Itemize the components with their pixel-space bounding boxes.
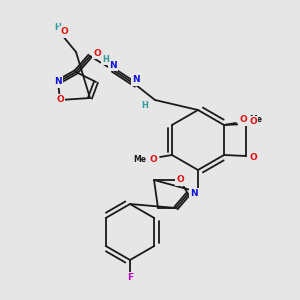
- Text: H: H: [55, 23, 62, 32]
- Text: N: N: [190, 190, 198, 199]
- Text: H: H: [142, 101, 148, 110]
- Text: N: N: [54, 77, 62, 86]
- Text: O: O: [56, 95, 64, 104]
- Text: O: O: [249, 154, 257, 163]
- Text: Me: Me: [250, 116, 262, 124]
- Text: N: N: [109, 61, 117, 70]
- Text: N: N: [132, 76, 140, 85]
- Text: O: O: [239, 116, 247, 124]
- Text: Me: Me: [134, 155, 146, 164]
- Text: O: O: [60, 28, 68, 37]
- Text: O: O: [176, 176, 184, 184]
- Text: O: O: [93, 49, 101, 58]
- Text: H: H: [103, 55, 110, 64]
- Text: O: O: [149, 155, 157, 164]
- Text: F: F: [127, 274, 133, 283]
- Text: O: O: [249, 118, 257, 127]
